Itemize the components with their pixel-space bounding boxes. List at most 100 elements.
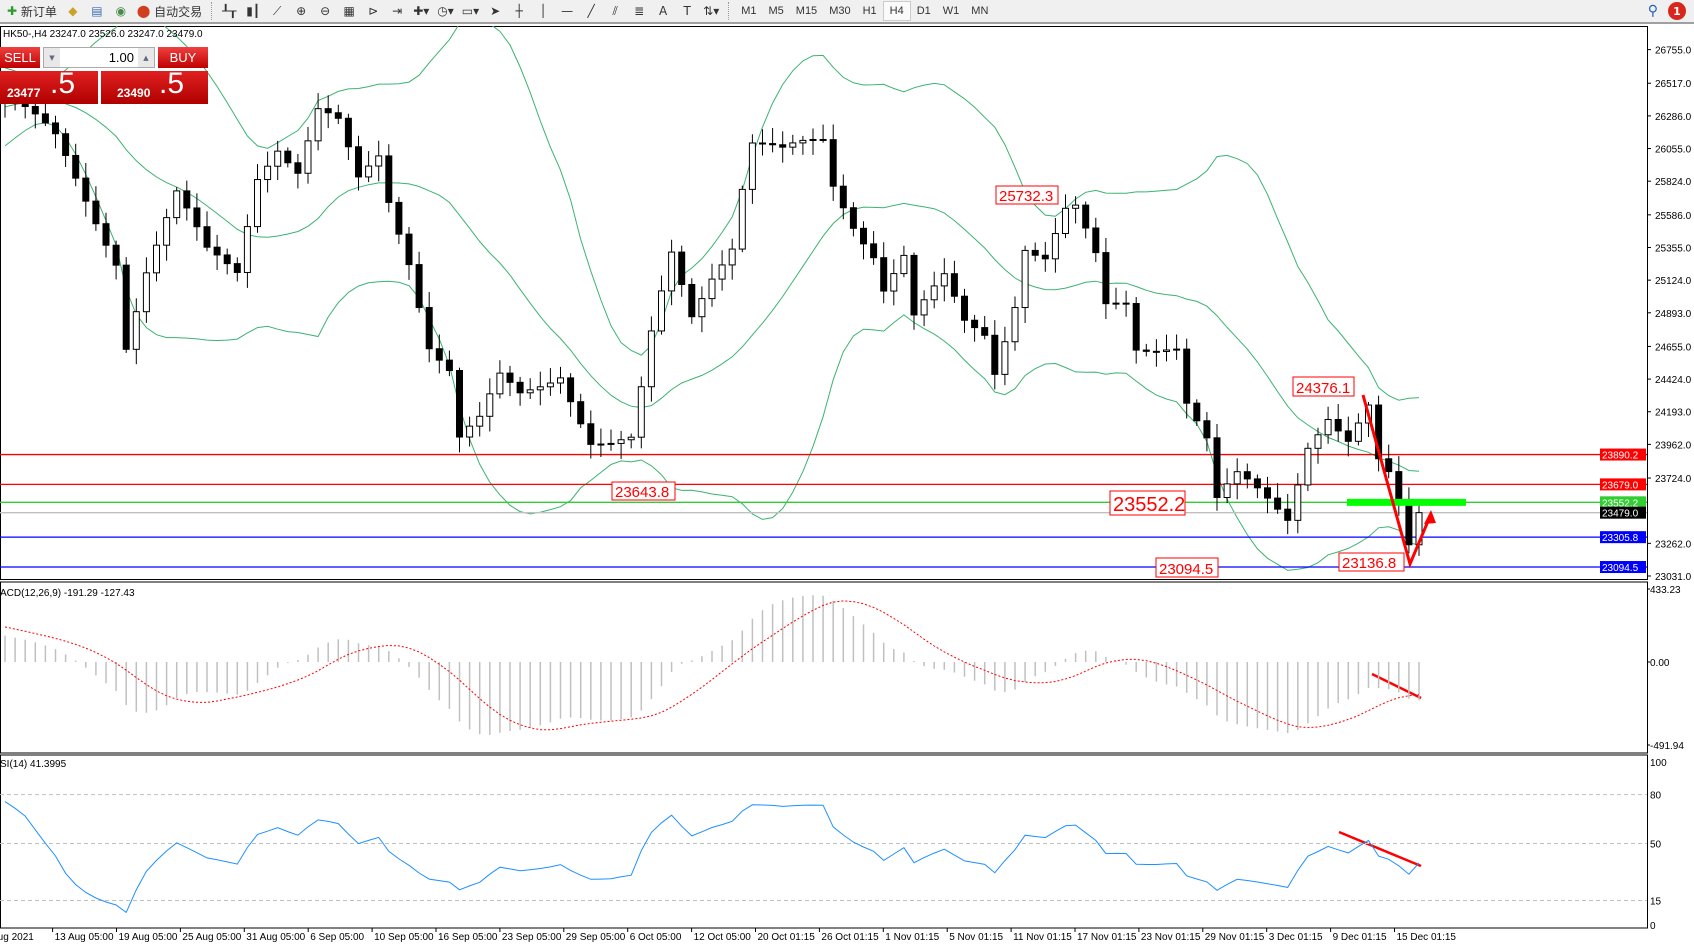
navigator-icon: ◉ <box>115 4 127 18</box>
buy-price-box[interactable]: 23490 .5 <box>101 67 208 104</box>
timeframe-w1[interactable]: W1 <box>942 5 960 17</box>
tile-windows-icon[interactable]: ▦ <box>343 4 355 18</box>
candlestick-icon[interactable]: ▮┃ <box>246 4 261 18</box>
candle <box>132 311 140 350</box>
candle <box>870 243 878 259</box>
candle <box>1001 341 1009 375</box>
vertical-line-icon[interactable]: │ <box>539 4 547 18</box>
timeframe-m30[interactable]: M30 <box>829 5 851 17</box>
candle <box>233 263 241 273</box>
rsi-tick-label: 15 <box>1650 897 1662 908</box>
indicators-icon[interactable]: ✚▾ <box>413 4 430 18</box>
candle <box>1334 418 1342 432</box>
toolbar-right: ⚲ 1 <box>1648 2 1686 20</box>
notification-badge[interactable]: 1 <box>1668 2 1686 20</box>
price-annotation: 23136.8 <box>1342 555 1396 572</box>
macd-tick-label: 0.00 <box>1650 658 1670 669</box>
time-tick-label: 17 Nov 01:15 <box>1077 932 1137 943</box>
price-tick-label: 25824.0 <box>1655 177 1692 188</box>
candle <box>425 307 433 350</box>
candle <box>365 165 373 178</box>
timeframe-mn[interactable]: MN <box>971 5 989 17</box>
candle <box>142 272 150 313</box>
timeframe-m5[interactable]: M5 <box>768 5 784 17</box>
lot-decrease-icon[interactable]: ▼ <box>44 48 60 67</box>
candle <box>1082 204 1090 229</box>
zoom-in-icon[interactable]: ⊕ <box>296 4 307 18</box>
lot-input[interactable] <box>64 50 134 65</box>
candle <box>1142 349 1150 352</box>
candle <box>254 179 261 228</box>
candle <box>1051 233 1059 260</box>
timeframe-h1[interactable]: H1 <box>862 5 877 17</box>
candle <box>1304 447 1312 486</box>
line-chart-icon[interactable]: ⟋ <box>272 3 282 18</box>
timeframe-h4[interactable]: H4 <box>882 1 911 21</box>
buy-button[interactable]: BUY <box>158 47 208 68</box>
zoom-out-icon[interactable]: ⊖ <box>320 4 331 18</box>
rsi-tick-label: 100 <box>1650 758 1667 769</box>
candle <box>658 290 665 332</box>
data-window-button[interactable]: ▤ <box>86 1 108 21</box>
new-order-button[interactable]: ✚ 新订单 <box>7 4 57 19</box>
rsi-trend-arrow[interactable] <box>1338 830 1422 868</box>
candle <box>1405 499 1413 546</box>
crosshair-icon[interactable]: ┼ <box>515 4 523 18</box>
candle <box>1163 349 1170 352</box>
candle <box>72 154 80 179</box>
candle <box>880 257 888 292</box>
candle <box>809 138 817 141</box>
rsi-tick-label: 80 <box>1650 791 1662 802</box>
market-watch-button[interactable]: ◆ <box>62 1 84 21</box>
candle <box>526 389 534 394</box>
time-tick-label: 3 Dec 01:15 <box>1269 932 1323 943</box>
templates-icon[interactable]: ▭▾ <box>461 4 480 18</box>
candle <box>1324 418 1332 436</box>
candle <box>1385 458 1393 473</box>
text-label-icon[interactable]: T <box>683 4 691 18</box>
candle <box>1041 254 1049 260</box>
time-tick-label: 11 Nov 01:15 <box>1013 932 1072 943</box>
auto-scroll-icon[interactable]: ⊳ <box>368 4 379 18</box>
price-annotation-box <box>1109 490 1186 516</box>
price-line-tag-text: 23305.8 <box>1602 533 1639 544</box>
periods-icon[interactable]: ◷▾ <box>437 4 454 18</box>
bollinger-middle-line <box>4 100 1420 472</box>
chart-area[interactable]: 23890.223679.023552.223479.023305.823094… <box>0 26 1694 946</box>
arrows-icon[interactable]: ⇅▾ <box>703 4 720 18</box>
equidistant-channel-icon[interactable]: ⫽ <box>612 3 618 18</box>
trendline-icon[interactable]: ╱ <box>587 4 595 18</box>
horizontal-line-icon[interactable]: — <box>561 4 574 18</box>
candle <box>1062 207 1069 235</box>
cursor-icon[interactable]: ➤ <box>490 4 501 18</box>
candle <box>940 273 948 287</box>
lot-increase-icon[interactable]: ▲ <box>138 48 154 67</box>
timeframe-d1[interactable]: D1 <box>916 5 931 17</box>
macd-trend-arrow[interactable] <box>1371 672 1422 700</box>
timeframe-m15[interactable]: M15 <box>795 5 818 17</box>
price-tick-label: 25586.0 <box>1655 211 1692 222</box>
price-line-tag-text: 23479.0 <box>1602 509 1639 520</box>
chart-shift-icon[interactable]: ⇥ <box>392 4 403 18</box>
candle <box>344 117 352 148</box>
auto-trading-button[interactable]: ⬤ 自动交易 <box>136 4 203 19</box>
candle <box>456 369 463 438</box>
navigator-button[interactable]: ◉ <box>110 1 132 21</box>
fibonacci-icon[interactable]: ≣ <box>634 4 645 18</box>
candle <box>1112 302 1120 305</box>
time-tick-label: 1 Nov 01:15 <box>885 932 939 943</box>
candle <box>92 200 100 225</box>
candle <box>41 113 49 124</box>
sell-button[interactable]: SELL <box>0 47 40 68</box>
sell-price-box[interactable]: 23477 .5 <box>0 67 98 104</box>
candle <box>920 299 928 316</box>
time-tick-label: 6 Oct 05:00 <box>630 932 682 943</box>
trend-arrow[interactable] <box>1361 394 1433 569</box>
price-line-tag-text: 23679.0 <box>1602 480 1639 491</box>
time-tick-label: 16 Sep 05:00 <box>438 932 498 943</box>
text-icon[interactable]: A <box>659 4 668 18</box>
time-tick-label: 5 Nov 01:15 <box>949 932 1003 943</box>
search-icon[interactable]: ⚲ <box>1647 3 1658 19</box>
timeframe-m1[interactable]: M1 <box>741 5 757 17</box>
bar-chart-icon[interactable]: ┸┰ <box>221 4 237 18</box>
